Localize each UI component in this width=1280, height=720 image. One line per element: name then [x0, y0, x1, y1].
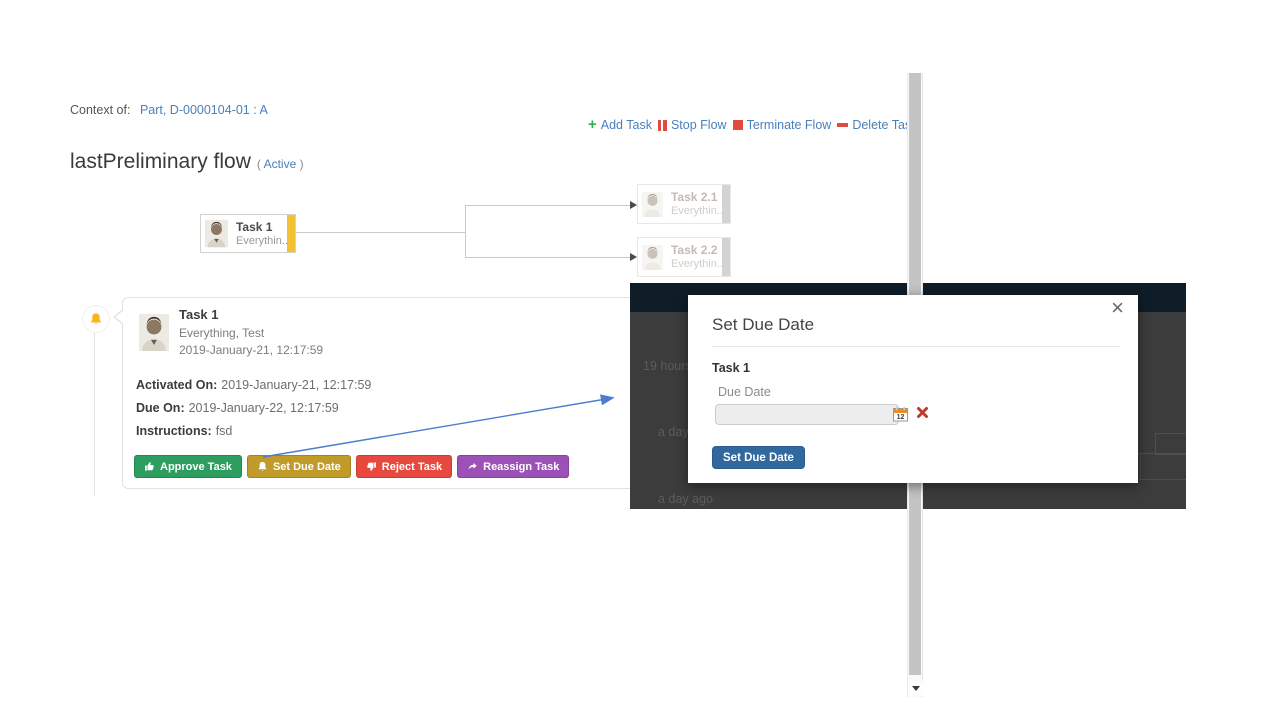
set-due-date-modal: × Set Due Date Task 1 Due Date 12 Set Du… [688, 295, 1138, 483]
avatar [205, 219, 228, 248]
status-paren: ) [299, 157, 304, 171]
activated-on-value: 2019-January-21, 12:17:59 [221, 378, 372, 392]
add-icon: + [588, 116, 597, 133]
thumbs-down-icon [366, 462, 376, 471]
minus-icon [837, 123, 849, 127]
task-timestamp: 2019-January-21, 12:17:59 [179, 343, 324, 357]
connector-line [465, 257, 631, 258]
node-title: Task 1 [235, 219, 273, 234]
node-title: Task 2.1 [670, 190, 718, 204]
node-status-stripe [722, 238, 730, 276]
node-status-stripe [722, 185, 730, 223]
clear-date-button[interactable] [916, 406, 929, 424]
add-task-label: Add Task [600, 118, 652, 132]
instructions-value: fsd [215, 424, 233, 438]
reject-task-button[interactable]: Reject Task [355, 455, 453, 478]
pause-icon [657, 119, 667, 131]
dimmed-flow-node [1155, 433, 1186, 455]
dimmed-flow-node [1140, 453, 1186, 480]
reject-task-label: Reject Task [381, 460, 443, 473]
bell-icon [258, 462, 267, 471]
page-title: lastPreliminary flow [70, 150, 251, 173]
timeline-entry: a day ago [658, 492, 713, 506]
flow-node-task22[interactable]: Task 2.2 Everythin... [637, 237, 731, 277]
thumbs-up-icon [145, 462, 154, 471]
due-on-label: Due On: [136, 401, 185, 415]
connector-arrowhead [630, 253, 637, 261]
connector-line [465, 205, 466, 258]
task-action-buttons: Approve Task Set Due Date Reject Task Re… [134, 455, 570, 478]
node-status-stripe [287, 215, 295, 252]
node-subtitle: Everythin... [670, 205, 726, 217]
bell-icon [91, 313, 101, 325]
stop-flow-action[interactable]: Stop Flow [657, 118, 727, 132]
due-on-value: 2019-January-22, 12:17:59 [188, 401, 339, 415]
flow-node-task21[interactable]: Task 2.1 Everythin... [637, 184, 731, 224]
avatar [642, 191, 663, 217]
flow-title-row: lastPreliminary flow ( Active ) [70, 150, 304, 174]
task-assignee: Everything, Test [179, 326, 265, 340]
calendar-picker-button[interactable]: 12 [893, 406, 908, 427]
connector-line [296, 232, 465, 233]
stop-flow-label: Stop Flow [670, 118, 727, 132]
set-due-date-button[interactable]: Set Due Date [246, 455, 351, 478]
context-part-link[interactable]: Part, D-0000104-01 : A [139, 103, 268, 117]
delete-task-label: Delete Task [852, 118, 918, 132]
set-due-date-submit-button[interactable]: Set Due Date [712, 446, 805, 469]
chevron-down-icon [911, 686, 920, 691]
avatar [642, 244, 663, 270]
scrollbar-down-button[interactable] [908, 681, 923, 696]
flow-node-task1[interactable]: Task 1 Everythin... [200, 214, 296, 253]
flow-toolbar: + Add Task Stop Flow Terminate Flow Dele… [588, 116, 917, 133]
panel-pointer [115, 310, 124, 324]
approve-task-label: Approve Task [160, 460, 232, 473]
instructions-label: Instructions: [136, 424, 212, 438]
set-due-date-label: Set Due Date [272, 460, 341, 473]
modal-task-name: Task 1 [712, 361, 750, 375]
calendar-icon: 12 [893, 406, 908, 422]
node-subtitle: Everythin... [670, 258, 726, 270]
clear-x-icon [917, 407, 928, 418]
due-date-input[interactable] [715, 404, 899, 425]
reassign-arrow-icon [468, 462, 477, 470]
svg-text:12: 12 [897, 414, 905, 421]
notification-bell-badge [82, 305, 110, 333]
modal-divider [712, 346, 1120, 347]
add-task-action[interactable]: + Add Task [588, 116, 652, 133]
stop-icon [732, 120, 743, 130]
terminate-flow-action[interactable]: Terminate Flow [732, 118, 832, 132]
due-on-row: Due On: 2019-January-22, 12:17:59 [136, 401, 339, 415]
due-date-label: Due Date [718, 385, 771, 399]
flow-status-link[interactable]: Active [263, 157, 297, 171]
modal-title: Set Due Date [712, 315, 815, 334]
context-label: Context of: [70, 103, 131, 117]
context-row: Context of: Part, D-0000104-01 : A [70, 103, 268, 117]
reassign-task-button[interactable]: Reassign Task [457, 455, 570, 478]
terminate-flow-label: Terminate Flow [746, 118, 832, 132]
connector-arrowhead [630, 201, 637, 209]
connector-line [465, 205, 631, 206]
activated-on-label: Activated On: [136, 378, 218, 392]
delete-task-action[interactable]: Delete Task [837, 118, 917, 132]
timeline-line [94, 330, 95, 496]
status-paren: ( [256, 157, 261, 171]
instructions-row: Instructions: fsd [136, 424, 232, 438]
activated-on-row: Activated On: 2019-January-21, 12:17:59 [136, 378, 371, 392]
node-subtitle: Everythin... [235, 234, 291, 247]
close-icon[interactable]: × [1111, 295, 1124, 320]
task-title: Task 1 [179, 307, 219, 322]
avatar [139, 314, 169, 351]
node-title: Task 2.2 [670, 243, 718, 257]
reassign-task-label: Reassign Task [483, 460, 560, 473]
approve-task-button[interactable]: Approve Task [134, 455, 242, 478]
